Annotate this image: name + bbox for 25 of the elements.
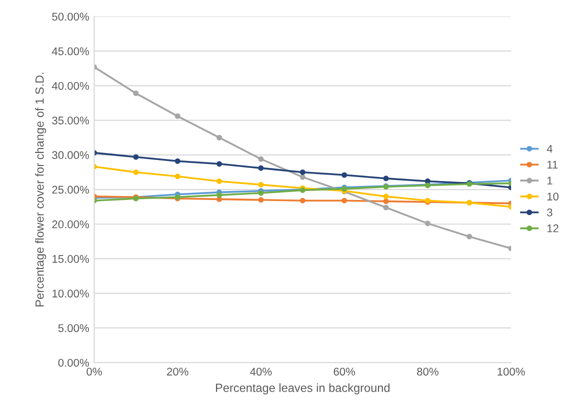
x-tick-label: 40% bbox=[250, 368, 272, 376]
x-tick-label: 0% bbox=[86, 368, 102, 376]
y-tick-label: 35.00% bbox=[52, 116, 89, 124]
y-tick-label: 0.00% bbox=[58, 358, 89, 367]
legend-label: 11 bbox=[547, 160, 558, 169]
x-tick-label: 80% bbox=[417, 368, 438, 376]
x-axis-title: Percentage leaves in background bbox=[216, 383, 390, 394]
y-tick-label: 25.00% bbox=[52, 186, 89, 194]
y-tick-label: 20.00% bbox=[52, 220, 89, 228]
legend-label: 12 bbox=[547, 224, 558, 232]
y-tick-label: 15.00% bbox=[52, 255, 89, 263]
y-tick-label: 10.00% bbox=[52, 290, 89, 298]
y-axis-title: Percentage flower cover for change of 1 S.D. bbox=[35, 72, 46, 306]
y-tick-label: 45.00% bbox=[52, 47, 89, 56]
legend-label: 10 bbox=[547, 192, 559, 200]
x-tick-label: 60% bbox=[334, 368, 356, 376]
y-tick-label: 50.00% bbox=[52, 12, 89, 21]
legend-label: 4 bbox=[546, 144, 552, 153]
x-tick-label: 100% bbox=[498, 368, 525, 376]
x-tick-label: 20% bbox=[167, 368, 188, 376]
y-tick-label: 40.00% bbox=[52, 82, 89, 90]
y-tick-label: 30.00% bbox=[52, 151, 89, 160]
legend-label: 1 bbox=[547, 176, 552, 184]
y-tick-label: 5.00% bbox=[58, 324, 89, 332]
legend-label: 3 bbox=[547, 208, 552, 216]
